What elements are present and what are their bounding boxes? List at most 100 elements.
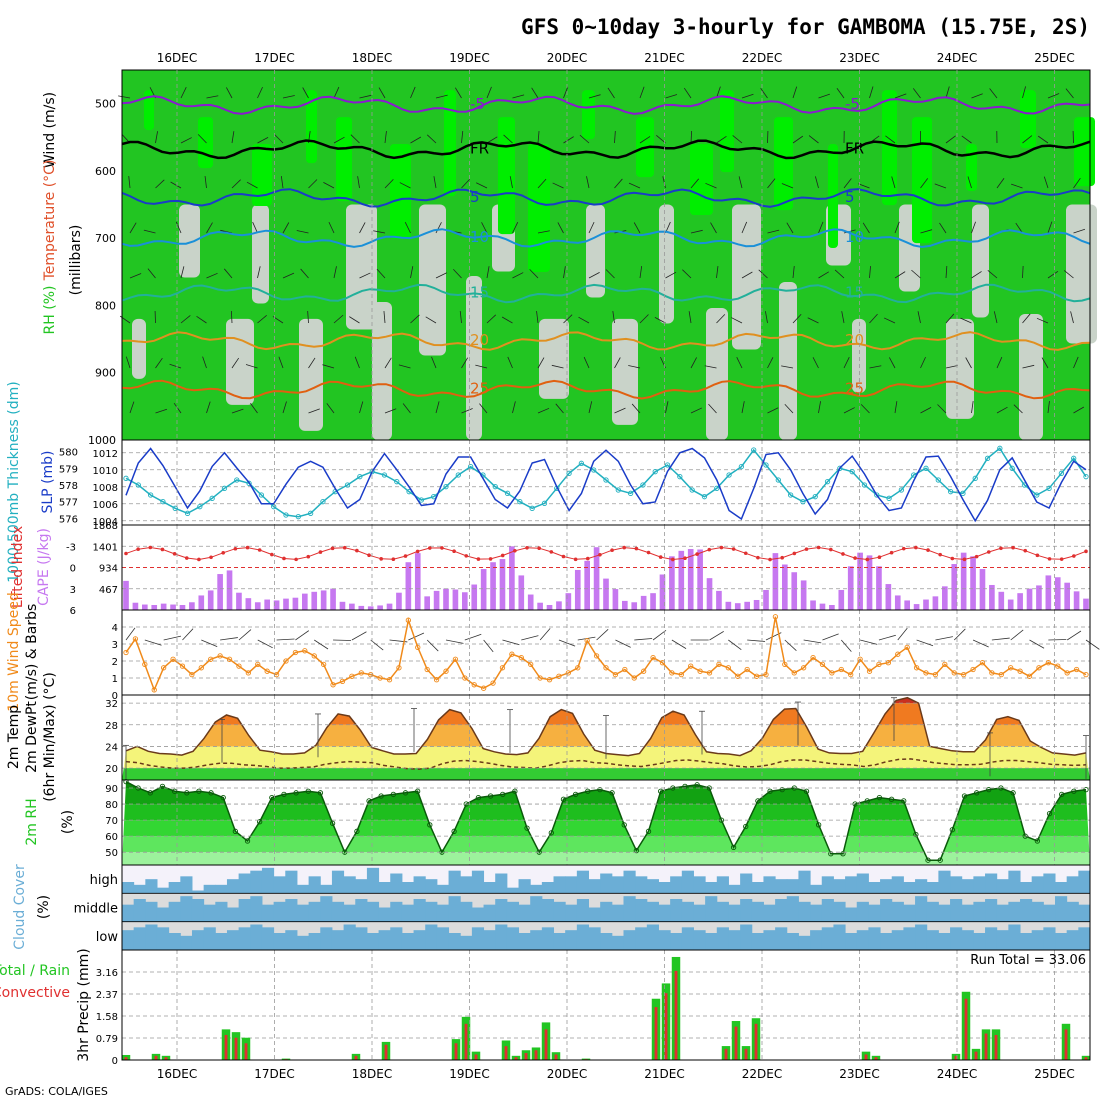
wind-barb (509, 176, 513, 189)
wind-speed-line (125, 616, 1087, 692)
wind-barb (206, 95, 219, 99)
wind-speed-line-point (433, 677, 440, 683)
wind-barb (588, 94, 601, 99)
wind-speed-line-point (424, 666, 430, 673)
cloud-bar (821, 927, 834, 950)
cloud-bar (903, 927, 916, 950)
cape-bar (819, 603, 826, 610)
wind-barb (792, 313, 802, 324)
thickness-line-point (209, 495, 215, 501)
wind-barb (323, 182, 335, 189)
wind-barb (173, 402, 182, 414)
wind-tick: 1 (112, 674, 118, 685)
wind-barb (1036, 317, 1049, 324)
rh-band (122, 836, 1090, 853)
wind-speed-line-point (697, 668, 703, 674)
cape-bar (1054, 577, 1061, 610)
wind-barb (552, 182, 564, 189)
cape-bar (509, 546, 515, 610)
rh-line-point (913, 831, 919, 838)
rh-line-point (281, 791, 287, 798)
wind-barb (512, 94, 525, 99)
wind-barb (967, 176, 972, 189)
cloud-bar (378, 882, 391, 894)
wind-barb (807, 317, 819, 324)
wind-barb (869, 86, 874, 99)
cloud-bar (331, 930, 345, 950)
cloud-bar (122, 882, 135, 894)
wind-barb (359, 94, 372, 99)
cloud-bar (810, 884, 823, 894)
cloud-bar (1066, 930, 1079, 950)
cape-label: CAPE (J/kg) (36, 528, 52, 606)
cloud-bar (285, 930, 298, 950)
wind-barb (834, 269, 845, 279)
cloud-bar (1008, 901, 1021, 922)
cloud-bar (145, 879, 158, 894)
li-tick: 6 (70, 606, 76, 617)
isotherm-label: 15 (845, 283, 864, 301)
wind-barb (402, 403, 411, 414)
wind-barb (741, 221, 748, 234)
wind-barb (996, 406, 1008, 414)
wind-barb (1043, 176, 1049, 189)
cape-bar (414, 553, 421, 610)
wind-barb (654, 317, 666, 324)
wind-barb (812, 357, 819, 369)
rh-tick: 50 (105, 848, 118, 859)
cloud-bar (845, 876, 858, 894)
cape-bar (640, 595, 647, 610)
cape-bar (763, 589, 769, 610)
wind-barb (894, 271, 906, 279)
wind-barb (257, 314, 267, 324)
rh-line-point (171, 788, 178, 794)
wind-barb (960, 317, 972, 324)
cloud-bar (390, 901, 403, 922)
wind-barb (359, 272, 371, 279)
cloud-bar (320, 884, 333, 894)
cloud-bar (565, 930, 578, 950)
temp2m-panel: 20 24 28 32 (105, 694, 1091, 789)
thickness-line-point (283, 512, 289, 518)
wind-barb (501, 316, 513, 324)
rh-line-point (378, 793, 384, 799)
cloud-bar (786, 879, 799, 894)
rh-line-point (682, 783, 688, 790)
cloud-bar (261, 867, 275, 894)
cape-bar (207, 590, 214, 610)
wind-barb (180, 266, 185, 279)
wind-barb (537, 131, 540, 144)
wind-barb (354, 356, 360, 369)
cloud-bar (985, 899, 998, 922)
rh-line-point (609, 790, 615, 796)
date-label-top: 23DEC (839, 51, 879, 65)
cloud-bar (133, 927, 146, 950)
wind-speed-line-point (904, 644, 910, 651)
wind-barb (246, 181, 258, 189)
wind-barb (889, 357, 896, 369)
wind-speed-line-point (923, 670, 929, 676)
cloud-bar (238, 873, 251, 894)
cape-bar (283, 598, 289, 610)
cape-bar (424, 596, 430, 610)
cloud-bar (775, 927, 788, 950)
wind-barb (349, 316, 360, 324)
rh-line-point (196, 788, 202, 794)
cape-bar (687, 549, 694, 610)
wind-barb (736, 357, 743, 369)
precip-conv-bar (674, 970, 678, 1060)
wind-barb (920, 229, 933, 234)
wind-speed-line-point (1073, 666, 1080, 673)
wind-barb (231, 131, 235, 144)
cloud-bar (331, 870, 345, 894)
cloud-bar (1020, 899, 1033, 922)
wind-speed-line-point (932, 671, 939, 678)
wind-barb (231, 408, 244, 414)
wind-speed-line-point (848, 671, 854, 678)
cape-bar (876, 566, 882, 610)
upper-wind-label: Wind (m/s) (42, 92, 58, 168)
wind-barb (1065, 88, 1074, 99)
wind-barb (614, 131, 616, 144)
date-label-bottom: 24DEC (937, 1067, 977, 1081)
wind-barb (435, 222, 442, 234)
